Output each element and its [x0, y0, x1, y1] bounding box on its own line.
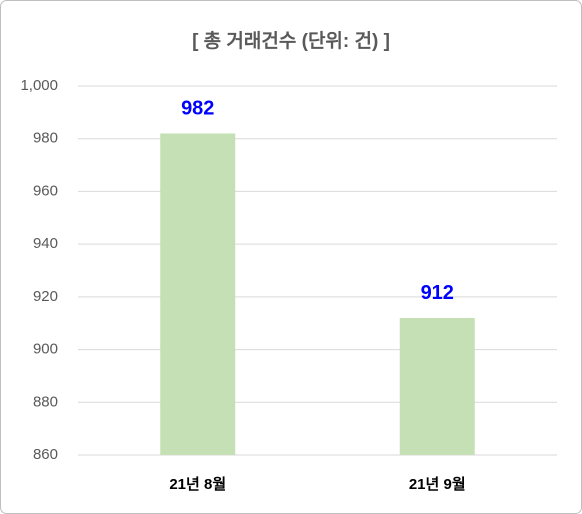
y-tick-label: 900: [33, 341, 58, 358]
data-label: 912: [421, 282, 454, 304]
data-label: 982: [181, 98, 214, 120]
y-tick-label: 940: [33, 235, 58, 252]
y-tick-label: 1,000: [20, 77, 58, 94]
chart-title: [ 총 거래건수 (단위: 건) ]: [192, 30, 390, 52]
x-tick-label: 21년 8월: [169, 476, 226, 493]
y-tick-label: 960: [33, 182, 58, 199]
y-tick-label: 980: [33, 130, 58, 147]
y-tick-label: 860: [33, 446, 58, 463]
bar: [399, 317, 475, 455]
y-tick-label: 920: [33, 288, 58, 305]
x-tick-label: 21년 9월: [409, 476, 466, 493]
bar: [160, 133, 236, 455]
y-tick-label: 880: [33, 393, 58, 410]
